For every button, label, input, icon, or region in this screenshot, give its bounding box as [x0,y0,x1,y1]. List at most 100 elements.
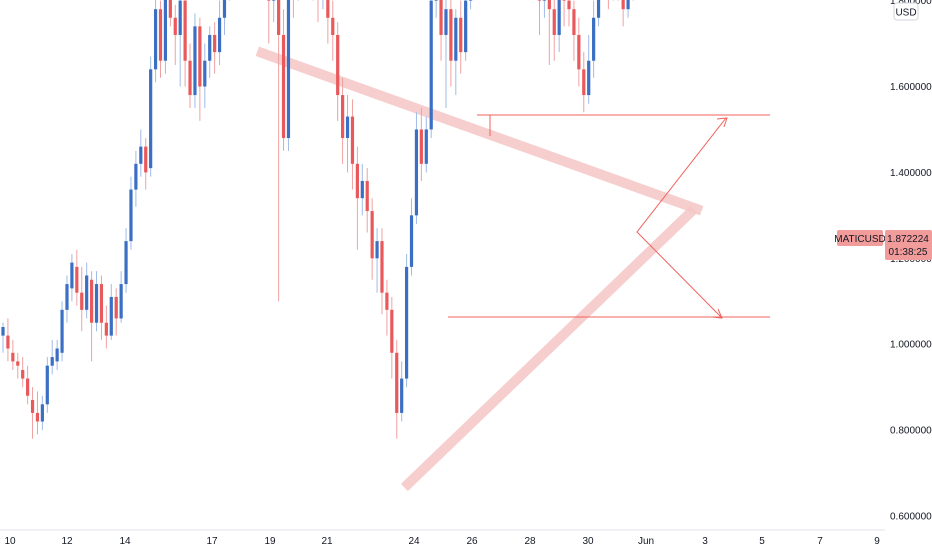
candle-body [355,163,359,199]
candle-body [45,365,49,405]
candle-body [587,60,591,96]
candle-body [75,266,79,293]
candle-body [94,284,99,323]
candle-body [16,361,20,366]
symbol-name: MATICUSD [834,234,885,245]
candle-body [341,95,345,139]
up-arrowhead [716,117,728,128]
candle-body [390,309,394,353]
candle-body [419,129,423,164]
candle-body [281,34,286,139]
candle-body [134,163,138,190]
candle-body [55,348,59,362]
candle-body [439,0,443,35]
candle-body [582,69,586,96]
candle-body [577,34,581,70]
candle-body [267,0,271,1]
x-tick-label: 21 [321,536,333,547]
candle-body [409,215,414,267]
last-price-label: 1.872224 01:38:25 [885,230,932,260]
x-tick-label: 26 [466,536,478,547]
candle-body [331,17,335,35]
candle-body [11,352,15,362]
y-tick-label: 0.600000 [890,512,932,523]
candle-body [272,0,276,1]
candle-body [178,0,182,35]
candle-body [277,0,281,35]
candle-body [385,292,389,310]
candle-body [50,357,54,366]
candle-body [434,0,438,1]
candle-body [459,17,463,53]
descending-trendline [255,46,704,216]
candle-body [557,0,561,35]
candle-body [360,180,364,199]
measurement-drawings [448,114,770,319]
candle-body [542,0,547,1]
candle-body [114,296,118,319]
candle-body [326,0,330,18]
candle-body [70,262,74,289]
candle-body [119,284,123,319]
x-tick-label: Jun [638,536,654,547]
candle-body [365,180,369,212]
candle-body [375,241,379,259]
x-tick-label: 24 [408,536,420,547]
candle-body [60,309,64,353]
candle-body [149,69,153,169]
candle-body [400,378,404,413]
candle-body [596,0,601,18]
candle-body [345,116,350,139]
candle-body [6,335,10,349]
candle-body [168,0,172,18]
candle-body [621,0,625,10]
x-tick-label: 30 [582,536,594,547]
x-tick-label: 28 [524,536,536,547]
candle-body [592,17,596,61]
candle-body [429,0,433,130]
candle-body [424,129,428,164]
x-tick-label: 19 [264,536,276,547]
x-tick-label: 10 [4,536,16,547]
candle-body [139,146,143,164]
candle-body [26,378,30,396]
x-tick-label: 14 [119,536,131,547]
candle-body [449,9,453,61]
candle-body [626,0,630,10]
bar-countdown: 01:38:25 [889,247,928,258]
candle-body [85,275,89,310]
candle-body [350,116,355,164]
x-tick-label: 9 [874,536,880,547]
candle-body [414,129,419,216]
candle-body [21,369,25,379]
candlestick-series [1,0,634,439]
candle-body [109,296,113,336]
candle-body [464,0,468,53]
x-tick-label: 12 [61,536,73,547]
x-tick-label: 7 [817,536,823,547]
y-tick-label: 1.000000 [890,340,932,351]
y-tick-label: 1.400000 [890,168,932,179]
candle-body [567,0,571,10]
candle-body [444,9,448,35]
candle-body [208,34,212,61]
candle-body [395,352,399,413]
candle-body [158,9,163,61]
ascending-trendline [400,205,698,492]
candle-body [104,322,108,336]
candle-body [572,9,576,35]
currency-button[interactable]: USD [893,2,919,21]
time-axis[interactable]: 10 12 14 17 19 21 24 26 28 30 Jun 3 5 7 9 [0,529,885,547]
x-tick-label: 5 [759,536,765,547]
candle-body [80,292,84,310]
candle-body [129,189,133,242]
currency-label: USD [895,8,916,19]
candle-body [547,0,551,10]
candle-body [198,26,202,87]
candle-body [217,17,222,53]
candle-body [30,400,35,413]
candle-body [1,327,5,336]
candle-body [153,9,158,70]
